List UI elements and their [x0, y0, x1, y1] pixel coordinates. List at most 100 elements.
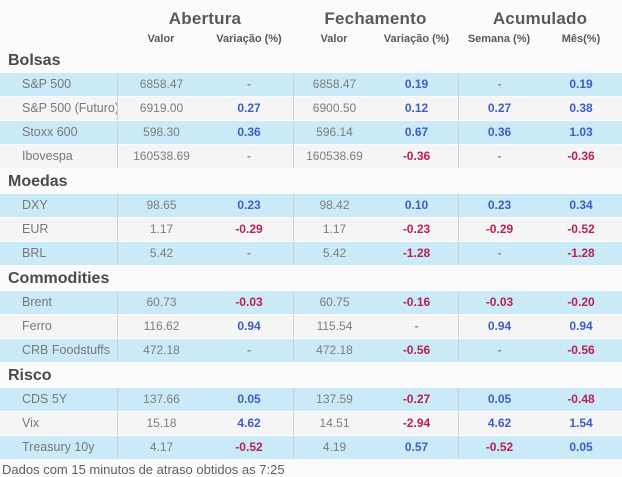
abertura-valor-cell: 1.17	[117, 218, 205, 241]
fechamento-valor-cell: 596.14	[293, 121, 375, 144]
fechamento-valor-cell: 60.75	[293, 291, 375, 314]
fechamento-valor-cell: 1.17	[293, 218, 375, 241]
section-title: Commodities	[8, 270, 110, 287]
col-header-abertura-variacao: Variação (%)	[216, 32, 282, 45]
fechamento-variacao-cell: -0.23	[402, 222, 431, 236]
table-row: BRL 5.42 - 5.42 -1.28 - -1.28	[0, 242, 622, 265]
section-bolsas: Bolsas S&P 500 6858.47-6858.47 0.19-0.19 S&P…	[0, 52, 622, 168]
row-label: EUR	[22, 222, 49, 236]
table-row: CDS 5Y 137.66 0.05 137.59 -0.27 0.05 -0.48	[0, 388, 622, 411]
fechamento-valor-cell: 5.42	[293, 242, 375, 265]
abertura-variacao-cell: -	[247, 77, 251, 91]
mes-cell: 0.05	[569, 440, 593, 454]
mes-cell: -0.36	[567, 149, 595, 163]
semana-cell: -0.29	[458, 218, 540, 241]
group-header-acumulado: Acumulado	[492, 8, 588, 28]
semana-cell: -	[458, 339, 540, 362]
abertura-variacao-cell: 4.62	[237, 416, 261, 430]
mes-cell: -1.28	[567, 246, 595, 260]
abertura-valor-cell: 4.17	[117, 436, 205, 459]
abertura-valor-cell: 5.42	[117, 242, 205, 265]
fechamento-variacao-cell: 0.57	[404, 440, 429, 454]
section-title: Bolsas	[8, 52, 61, 69]
sub-header-row: Valor Variação (%) Valor Variação (%) Se…	[0, 30, 622, 47]
semana-cell: -	[458, 73, 540, 96]
row-label: Treasury 10y	[22, 440, 95, 454]
table-row: Stoxx 600 598.30 0.36 596.14 0.67 0.36 1.03	[0, 121, 622, 144]
section-title: Moedas	[8, 173, 68, 190]
abertura-variacao-cell: -0.03	[235, 295, 263, 309]
semana-cell: 0.27	[458, 97, 540, 120]
abertura-valor-cell: 160538.69	[117, 145, 205, 168]
abertura-valor-cell: 98.65	[117, 194, 205, 217]
mes-cell: 1.54	[569, 416, 593, 430]
group-header-row: Abertura Fechamento Acumulado	[0, 7, 622, 30]
abertura-variacao-cell: 0.05	[237, 392, 261, 406]
row-label: BRL	[22, 246, 47, 260]
semana-cell: 0.94	[458, 315, 540, 338]
group-header-fechamento: Fechamento	[324, 8, 427, 28]
fechamento-valor-cell: 6900.50	[293, 97, 375, 120]
fechamento-variacao-cell: 0.12	[404, 101, 429, 115]
fechamento-valor-cell: 160538.69	[293, 145, 375, 168]
semana-cell: 0.05	[458, 388, 540, 411]
row-label: Ferro	[22, 319, 52, 333]
abertura-valor-cell: 137.66	[117, 388, 205, 411]
col-header-semana: Semana (%)	[467, 32, 531, 45]
row-label: CRB Foodstuffs	[22, 343, 111, 357]
fechamento-valor-cell: 472.18	[293, 339, 375, 362]
fechamento-valor-cell: 98.42	[293, 194, 375, 217]
abertura-valor-cell: 60.73	[117, 291, 205, 314]
table-row: Vix 15.18 4.62 14.51 -2.94 4.62 1.54	[0, 412, 622, 435]
semana-cell: 0.23	[458, 194, 540, 217]
row-label: S&P 500 (Futuro)	[22, 101, 117, 115]
col-header-mes: Mês(%)	[561, 32, 601, 45]
mes-cell: 0.19	[569, 77, 593, 91]
table-row: Ferro 116.62 0.94 115.54 - 0.94 0.94	[0, 315, 622, 338]
abertura-valor-cell: 6858.47	[117, 73, 205, 96]
abertura-variacao-cell: -	[247, 343, 251, 357]
fechamento-variacao-cell: 0.19	[404, 77, 429, 91]
fechamento-valor-cell: 14.51	[293, 412, 375, 435]
semana-cell: -	[458, 242, 540, 265]
table-row: CRB Foodstuffs 472.18 - 472.18 -0.56 - -0.56	[0, 339, 622, 362]
abertura-variacao-cell: 0.36	[237, 125, 261, 139]
mes-cell: -0.52	[567, 222, 595, 236]
semana-cell: -0.03	[458, 291, 540, 314]
fechamento-variacao-cell: 0.10	[404, 198, 429, 212]
mes-cell: -0.48	[567, 392, 595, 406]
abertura-variacao-cell: -0.52	[235, 440, 263, 454]
mes-cell: -0.56	[567, 343, 595, 357]
fechamento-variacao-cell: -	[414, 319, 419, 333]
abertura-valor-cell: 598.30	[117, 121, 205, 144]
mes-cell: 0.94	[569, 319, 593, 333]
table-row: S&P 500 (Futuro) 6919.00 0.27 6900.50 0.12 0.…	[0, 97, 622, 120]
fechamento-variacao-cell: -0.56	[402, 343, 431, 357]
fechamento-variacao-cell: -0.27	[402, 392, 431, 406]
group-header-abertura: Abertura	[168, 8, 242, 28]
abertura-variacao-cell: 0.94	[237, 319, 261, 333]
col-header-fechamento-variacao: Variação (%)	[383, 32, 450, 45]
semana-cell: 0.36	[458, 121, 540, 144]
table-row: EUR 1.17 -0.29 1.17 -0.23 -0.29 -0.52	[0, 218, 622, 241]
table-row: Brent 60.73 -0.03 60.75 -0.16 -0.03 -0.20	[0, 291, 622, 314]
col-header-fechamento-valor: Valor	[320, 32, 348, 45]
section-commodities: Commodities Brent 60.73 -0.03 60.75 -0.16 -0.0…	[0, 270, 622, 362]
fechamento-variacao-cell: -1.28	[402, 246, 431, 260]
semana-cell: 4.62	[458, 412, 540, 435]
section-title: Risco	[8, 367, 52, 384]
abertura-variacao-cell: 0.27	[237, 101, 261, 115]
table-row: Treasury 10y 4.17 -0.52 4.19 0.57 -0.52 0.05	[0, 436, 622, 459]
fechamento-valor-cell: 137.59	[293, 388, 375, 411]
fechamento-valor-cell: 115.54	[293, 315, 375, 338]
fechamento-variacao-cell: 0.67	[404, 125, 429, 139]
semana-cell: -	[458, 145, 540, 168]
abertura-valor-cell: 472.18	[117, 339, 205, 362]
table-row: DXY 98.65 0.23 98.42 0.10 0.23 0.34	[0, 194, 622, 217]
abertura-variacao-cell: -0.29	[235, 222, 263, 236]
abertura-variacao-cell: -	[247, 149, 251, 163]
abertura-valor-cell: 6919.00	[117, 97, 205, 120]
row-label: Vix	[22, 416, 40, 430]
row-label: CDS 5Y	[22, 392, 68, 406]
fechamento-variacao-cell: -0.16	[402, 295, 431, 309]
